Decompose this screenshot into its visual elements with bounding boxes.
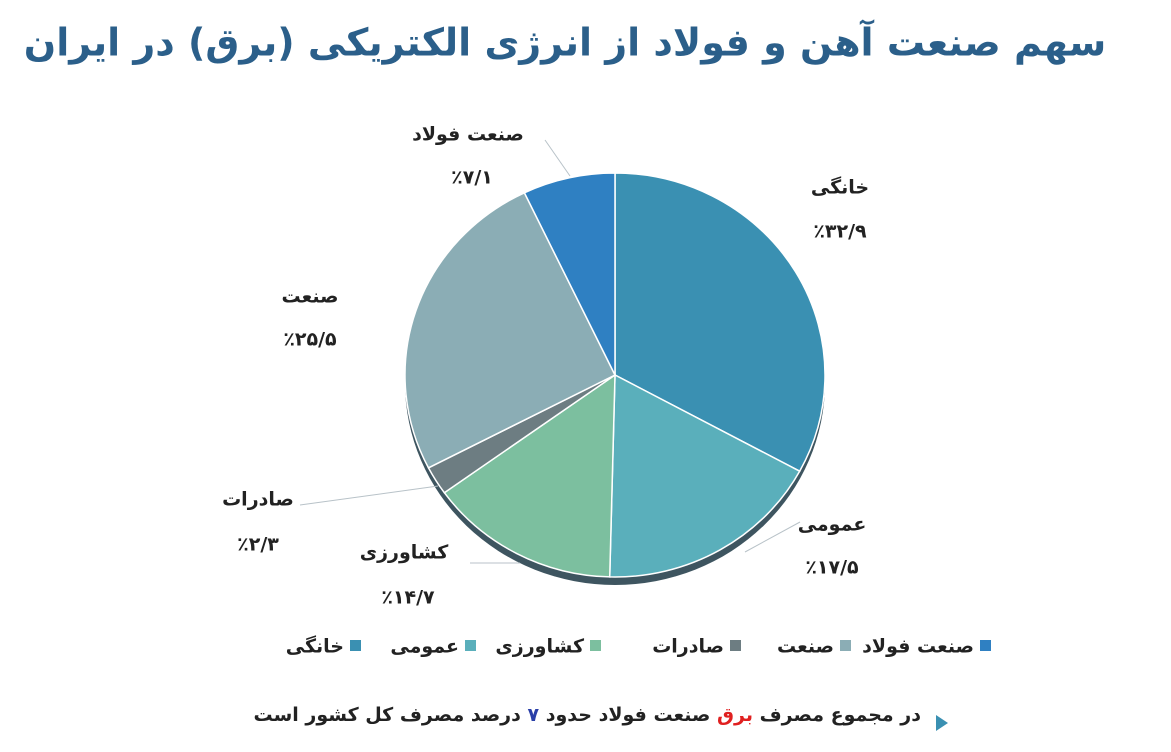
slice-label: کشاورزی	[360, 542, 450, 564]
legend-label: صنعت فولاد	[862, 636, 974, 658]
note-text: برق	[717, 704, 753, 726]
value-label: ٪۱۷/۵	[805, 557, 859, 579]
value-label: ٪۲۵/۵	[283, 329, 337, 351]
legend-swatch	[980, 640, 991, 651]
pie-slice	[523, 172, 616, 376]
legend-label: صادرات	[652, 636, 724, 658]
slice-label: خانگی	[811, 176, 869, 199]
legend-swatch	[590, 640, 601, 651]
value-label: ٪۲/۳	[237, 534, 279, 556]
leader-line	[299, 485, 439, 506]
pie-slice	[608, 373, 801, 578]
leader-line	[744, 521, 801, 553]
legend-label: صنعت	[777, 636, 834, 658]
slice-label: عمومی	[798, 514, 867, 536]
legend-swatch	[350, 640, 361, 651]
leader-line	[544, 139, 571, 177]
pie-slice	[404, 191, 617, 469]
pie-slice	[614, 172, 826, 473]
chart-title: سهم صنعت آهن و فولاد از انرژی الکتریکی (…	[24, 19, 1106, 66]
value-label: ٪۱۴/۷	[381, 587, 435, 609]
value-label: ٪۳۲/۹	[813, 221, 867, 243]
slice-label: صنعت	[282, 286, 339, 308]
legend-label: خانگی	[286, 635, 344, 658]
legend-swatch	[730, 640, 741, 651]
legend-label: کشاورزی	[495, 636, 585, 658]
note-marker	[936, 715, 948, 731]
slice-label: صادرات	[222, 489, 294, 511]
legend-swatch	[465, 640, 476, 651]
note-text: صنعت فولاد حدود	[545, 704, 711, 726]
slice-label: صنعت فولاد	[412, 124, 524, 146]
note-text: ۷	[527, 704, 540, 726]
annotation: در مجموع مصرف برق صنعت فولاد حدود ۷ درصد…	[253, 704, 921, 726]
legend-swatch	[840, 640, 851, 651]
note-text: در مجموع مصرف	[759, 704, 921, 726]
legend-label: عمومی	[390, 636, 459, 658]
pie-slice	[443, 373, 616, 578]
note-text: درصد مصرف کل کشور است	[253, 704, 521, 726]
value-label: ٪۷/۱	[451, 167, 493, 189]
